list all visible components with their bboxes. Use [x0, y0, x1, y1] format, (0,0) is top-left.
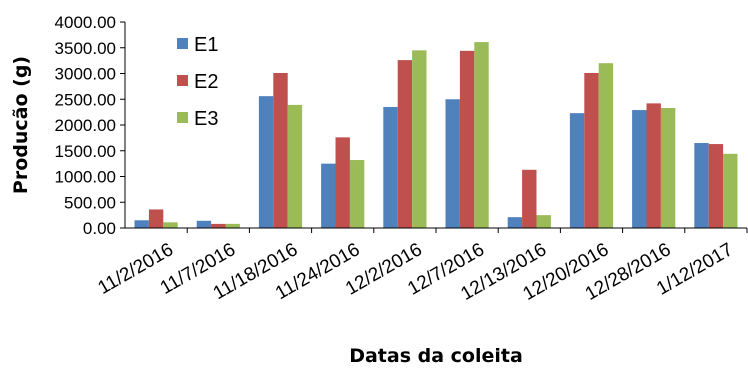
bar-e1 — [383, 106, 398, 228]
legend: E1 E2 E3 — [177, 34, 218, 130]
y-tick-label: 3500.00 — [55, 39, 116, 58]
y-tick-label: 2000.00 — [55, 116, 116, 135]
legend-label-e2: E2 — [194, 71, 218, 93]
bar-e2 — [459, 50, 475, 229]
bar-e3 — [163, 222, 178, 228]
bar-e3 — [660, 108, 676, 228]
bar-e1 — [694, 143, 709, 228]
bar-e3 — [598, 63, 614, 229]
bar-e2 — [148, 209, 164, 228]
bar-e2 — [522, 169, 537, 228]
bar-e1 — [569, 113, 585, 228]
bar-e2 — [646, 103, 661, 228]
bar-e1 — [507, 217, 523, 228]
y-tick-label: 1500.00 — [55, 142, 116, 161]
bar-e3 — [723, 153, 738, 228]
y-tick-label: 3000.00 — [55, 65, 116, 84]
x-axis-title: Datas da coleita — [349, 345, 523, 367]
y-axis-ticks: 0.00 500.00 1000.00 1500.00 2000.00 2500.00 30… — [55, 13, 125, 238]
legend-label-e1: E1 — [194, 34, 218, 56]
legend-swatch-e3 — [177, 112, 188, 123]
bar-e1 — [445, 99, 460, 228]
y-tick-label: 2500.00 — [55, 90, 116, 109]
bar-e3 — [412, 50, 427, 229]
bar-e2 — [708, 144, 724, 228]
bar-e3 — [349, 160, 365, 228]
x-axis-ticks: 11/2/201611/7/201611/18/201611/24/201612… — [95, 228, 748, 305]
bar-e1 — [258, 96, 274, 228]
bar-e3 — [287, 104, 303, 228]
bar-e2 — [584, 72, 599, 228]
bar-e2 — [335, 137, 350, 228]
bar-e2 — [397, 60, 413, 228]
y-tick-label: 4000.00 — [55, 13, 116, 32]
y-tick-label: 500.00 — [64, 193, 116, 212]
legend-swatch-e1 — [177, 38, 188, 49]
legend-swatch-e2 — [177, 75, 188, 86]
bar-e1 — [632, 110, 647, 228]
bar-e3 — [225, 223, 240, 228]
bar-e1 — [196, 220, 212, 228]
bar-e1 — [321, 163, 336, 228]
bar-e1 — [134, 220, 149, 228]
bar-e3 — [474, 42, 489, 229]
bars — [134, 42, 738, 229]
y-tick-label: 0.00 — [83, 219, 116, 238]
y-axis-title: Producão (g) — [10, 56, 32, 194]
bar-e3 — [536, 215, 551, 228]
legend-label-e3: E3 — [194, 108, 218, 130]
y-tick-label: 1000.00 — [55, 168, 116, 187]
bar-e2 — [211, 223, 226, 228]
bar-e2 — [273, 72, 288, 228]
